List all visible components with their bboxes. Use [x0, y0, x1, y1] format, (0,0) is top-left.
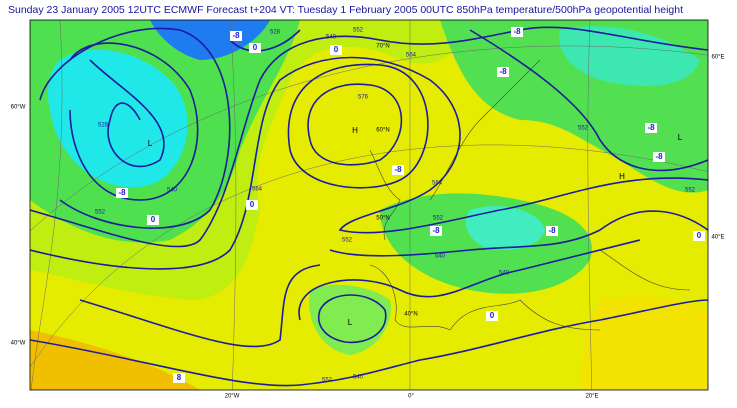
pressure-center: L	[348, 318, 353, 327]
height-label: 528	[270, 30, 281, 36]
temperature-label: -8	[232, 31, 240, 40]
temperature-label-box	[330, 45, 342, 55]
temperature-label-box	[653, 152, 665, 162]
height-label: 576	[358, 95, 369, 101]
temperature-label-box	[693, 231, 705, 241]
height-label: 564	[432, 181, 443, 187]
height-label: 552	[322, 378, 333, 384]
temperature-label: 0	[490, 311, 495, 320]
height-label: 540	[353, 375, 364, 381]
height-label: 564	[406, 53, 417, 59]
grid-label: 40°W	[11, 341, 26, 347]
height-label: 552	[685, 188, 696, 194]
grid-label: 60°W	[11, 105, 26, 111]
height-label: 564	[252, 187, 263, 193]
grid-label: 40°N	[404, 312, 417, 318]
grid-label: 50°N	[376, 216, 389, 222]
coastline	[369, 59, 691, 331]
map-title: Sunday 23 January 2005 12UTC ECMWF Forec…	[8, 4, 683, 16]
temperature-label: -8	[432, 226, 440, 235]
temperature-label: -8	[655, 152, 663, 161]
height-label: 552	[578, 126, 589, 132]
field-cyan	[48, 49, 188, 188]
temperature-label-box	[173, 373, 185, 383]
temperature-label: 0	[253, 43, 258, 52]
map-area	[30, 20, 708, 390]
grid-label: 0°	[408, 394, 414, 400]
temperature-label-box	[645, 123, 657, 133]
temperature-label-box	[486, 311, 498, 321]
height-contours	[30, 26, 708, 387]
temperature-label: 8	[177, 373, 182, 382]
temperature-label-box	[246, 200, 258, 210]
height-label: 540	[499, 271, 510, 277]
height-label: 552	[353, 28, 364, 34]
map-frame	[29, 19, 709, 391]
height-label: 540	[326, 35, 337, 41]
temperature-label-box	[546, 226, 558, 236]
pressure-center: L	[148, 139, 153, 148]
temperature-label-box	[392, 165, 404, 175]
temperature-label: 0	[334, 45, 339, 54]
grid-label: 20°E	[585, 394, 598, 400]
pressure-center: H	[352, 126, 358, 135]
grid-label: 60°E	[711, 55, 724, 61]
temperature-label-box	[147, 215, 159, 225]
temperature-label-box	[497, 67, 509, 77]
height-label: 528	[98, 123, 109, 129]
graticule	[30, 20, 708, 390]
field-cyan-ne	[559, 26, 700, 86]
temperature-label-box	[116, 188, 128, 198]
height-label: 540	[435, 254, 446, 260]
grid-label: 70°N	[376, 44, 389, 50]
height-label: 552	[95, 210, 106, 216]
temperature-label-box	[249, 43, 261, 53]
temperature-label: -8	[548, 226, 556, 235]
height-label: 552	[433, 216, 444, 222]
temperature-label-box	[430, 226, 442, 236]
grid-label: 40°E	[711, 235, 724, 241]
pressure-center: L	[678, 133, 683, 142]
field-orange	[30, 330, 200, 390]
temperature-label: 0	[250, 200, 255, 209]
height-label: 540	[167, 188, 178, 194]
temperature-label: -8	[499, 67, 507, 76]
temperature-label: -8	[647, 123, 655, 132]
temperature-label-box	[511, 27, 523, 37]
temperature-label: -8	[513, 27, 521, 36]
field-cyan-central	[465, 206, 545, 250]
height-label: 552	[342, 238, 353, 244]
temperature-label: -8	[394, 165, 402, 174]
field-yellow-se	[580, 295, 708, 390]
grid-label: 60°N	[376, 128, 389, 134]
grid-label: 20°W	[225, 394, 240, 400]
temperature-label-box	[230, 31, 242, 41]
temperature-label: -8	[118, 188, 126, 197]
pressure-center: H	[619, 172, 625, 181]
temperature-label: 0	[697, 231, 702, 240]
temperature-label: 0	[151, 215, 156, 224]
